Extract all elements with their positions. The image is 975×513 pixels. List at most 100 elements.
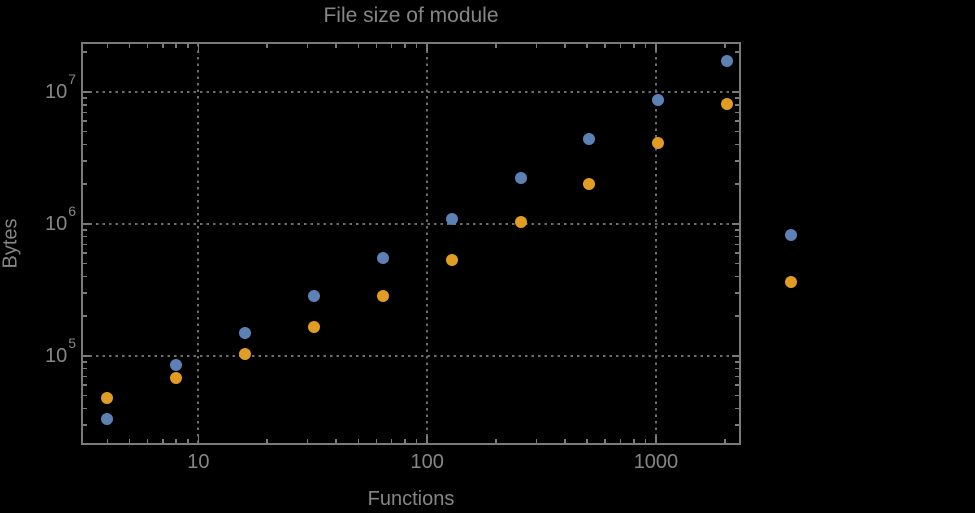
y-minor-tick [735,384,739,386]
x-minor-tick [266,439,268,443]
y-tick-exponent: 6 [68,203,76,220]
data-point-orange-series [239,347,252,360]
x-minor-tick [644,44,647,48]
data-point-orange-series [101,391,114,404]
x-minor-tick [619,439,622,443]
data-point-blue-series [721,54,734,67]
y-minor-tick [83,252,87,254]
x-minor-tick [535,439,538,443]
x-tick-label: 1000 [633,451,679,473]
y-minor-tick [83,97,87,99]
y-minor-tick [735,424,739,426]
x-minor-tick [335,439,337,443]
y-minor-tick [735,130,739,133]
x-minor-tick [375,44,378,48]
y-minor-tick [83,160,87,162]
data-point-blue-series [514,171,527,184]
x-minor-tick [586,439,588,443]
y-minor-tick [83,130,87,133]
y-minor-tick [735,104,739,106]
x-minor-tick [604,44,606,48]
x-minor-tick [106,44,109,48]
x-minor-tick [162,44,164,48]
y-major-tick [83,223,90,225]
x-minor-tick [266,44,268,48]
y-minor-tick [83,51,87,53]
x-minor-tick [187,44,189,48]
data-point-blue-series [445,212,458,225]
x-minor-tick [564,439,566,443]
x-minor-tick [404,44,406,48]
data-point-blue-series [376,252,389,265]
data-point-blue-series [239,326,252,339]
x-major-tick [426,44,428,51]
x-gridline [654,44,657,443]
y-minor-tick [735,120,739,122]
data-point-orange-series [583,177,596,190]
y-major-tick [732,223,739,225]
x-minor-tick [390,44,393,48]
y-minor-tick [735,143,739,146]
y-axis-label: Bytes [0,218,22,269]
x-tick-label: 100 [410,451,444,473]
y-minor-tick [83,367,87,370]
y-minor-tick [83,394,87,397]
x-minor-tick [335,44,337,48]
data-point-orange-series [445,254,458,267]
y-gridline [83,222,739,225]
y-minor-tick [83,407,87,410]
y-minor-tick [735,97,739,99]
y-tick-exponent: 7 [68,71,76,88]
y-minor-tick [83,262,87,265]
data-point-blue-series [101,413,114,426]
x-minor-tick [564,44,566,48]
data-point-orange-series [307,320,320,333]
x-major-tick [426,436,428,443]
y-minor-tick [83,235,87,238]
data-point-blue-series [785,229,798,242]
x-minor-tick [644,439,647,443]
y-minor-tick [83,275,87,278]
y-minor-tick [83,384,87,386]
x-tick-label: 10 [187,451,210,473]
x-minor-tick [306,439,309,443]
y-minor-tick [83,120,87,122]
data-point-orange-series [652,137,665,150]
x-gridline [426,44,429,443]
x-minor-tick [633,44,635,48]
y-tick-label: 107 [44,71,76,103]
data-point-blue-series [170,358,183,371]
data-point-blue-series [583,133,596,146]
y-minor-tick [735,394,739,397]
x-minor-tick [146,439,149,443]
y-major-tick [83,355,90,357]
y-minor-tick [735,375,739,378]
y-gridline [83,354,739,357]
x-minor-tick [415,439,418,443]
y-minor-tick [83,243,87,246]
data-point-orange-series [514,215,527,228]
y-minor-tick [83,111,87,114]
x-minor-tick [357,44,360,48]
chart-title: File size of module [323,4,499,27]
y-minor-tick [83,361,87,363]
data-point-blue-series [307,289,320,302]
x-axis-label: Functions [367,488,455,510]
data-point-orange-series [376,289,389,302]
y-minor-tick [735,361,739,363]
y-minor-tick [83,229,87,231]
y-minor-tick [735,235,739,238]
data-point-orange-series [785,276,798,289]
data-point-blue-series [652,93,665,106]
y-minor-tick [83,143,87,146]
x-minor-tick [128,439,131,443]
x-major-tick [197,436,200,443]
x-gridline [197,44,200,443]
y-minor-tick [83,424,87,426]
y-minor-tick [735,407,739,410]
x-minor-tick [175,439,177,443]
x-minor-tick [404,439,406,443]
x-minor-tick [633,439,635,443]
x-major-tick [655,436,657,443]
x-minor-tick [604,439,606,443]
